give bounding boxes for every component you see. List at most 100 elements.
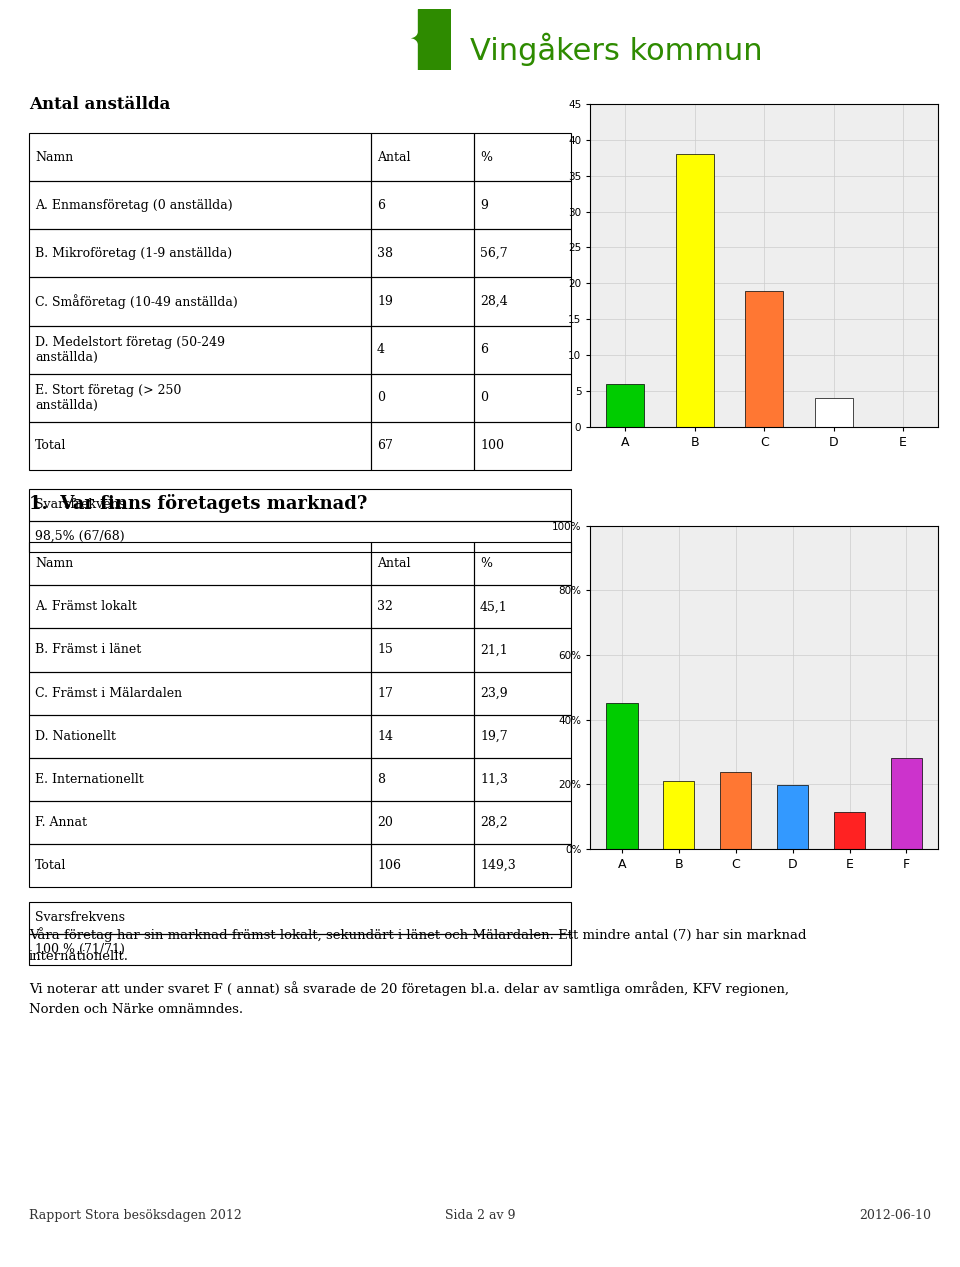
Bar: [606, 703, 637, 849]
Text: F. Annat: F. Annat: [36, 816, 87, 829]
Bar: [29, 181, 371, 229]
Bar: [371, 133, 473, 181]
Bar: [745, 290, 783, 427]
Bar: [29, 326, 371, 374]
Bar: [371, 229, 473, 277]
Bar: [29, 585, 371, 628]
Bar: [29, 715, 371, 758]
Text: Namn: Namn: [36, 557, 74, 570]
Bar: [473, 181, 571, 229]
Text: Vingåkers kommun: Vingåkers kommun: [470, 33, 763, 66]
Text: internationellt.: internationellt.: [29, 950, 129, 963]
Text: Rapport Stora besöksdagen 2012: Rapport Stora besöksdagen 2012: [29, 1209, 242, 1221]
Text: Våra företag har sin marknad främst lokalt, sekundärt i länet och Mälardalen. Et: Våra företag har sin marknad främst loka…: [29, 927, 806, 943]
Text: C. Främst i Mälardalen: C. Främst i Mälardalen: [36, 687, 182, 699]
Text: 38: 38: [377, 247, 393, 260]
Text: 20: 20: [377, 816, 393, 829]
Bar: [371, 542, 473, 585]
Text: 67: 67: [377, 440, 393, 452]
Text: D. Nationellt: D. Nationellt: [36, 730, 116, 742]
Bar: [371, 844, 473, 887]
Text: A. Enmansföretag (0 anställda): A. Enmansföretag (0 anställda): [36, 199, 233, 212]
Text: 56,7: 56,7: [480, 247, 508, 260]
Bar: [891, 758, 923, 849]
Bar: [606, 384, 644, 427]
Text: 100: 100: [480, 440, 504, 452]
Text: 21,1: 21,1: [480, 644, 508, 656]
Text: Svarsfrekvens: Svarsfrekvens: [36, 911, 126, 925]
Text: Vi noterar att under svaret F ( annat) så svarade de 20 företagen bl.a. delar av: Vi noterar att under svaret F ( annat) s…: [29, 981, 789, 996]
Bar: [29, 521, 571, 552]
Bar: [473, 672, 571, 715]
Text: 100 % (71/71): 100 % (71/71): [36, 943, 125, 957]
Text: 19,7: 19,7: [480, 730, 508, 742]
Text: 9: 9: [480, 199, 488, 212]
Bar: [814, 398, 852, 427]
Text: Antal anställda: Antal anställda: [29, 96, 170, 113]
Text: 28,4: 28,4: [480, 295, 508, 308]
Text: 4: 4: [377, 343, 385, 356]
Text: Total: Total: [36, 859, 66, 872]
Text: %: %: [480, 151, 492, 163]
Text: 11,3: 11,3: [480, 773, 508, 786]
Bar: [834, 812, 865, 849]
Bar: [473, 801, 571, 844]
Text: 98,5% (67/68): 98,5% (67/68): [36, 530, 125, 544]
Bar: [473, 277, 571, 326]
Bar: [676, 155, 714, 427]
Bar: [29, 422, 371, 470]
Text: B. Mikroföretag (1-9 anställda): B. Mikroföretag (1-9 anställda): [36, 247, 232, 260]
Text: 45,1: 45,1: [480, 601, 508, 613]
Bar: [663, 780, 694, 849]
Bar: [29, 801, 371, 844]
Bar: [371, 422, 473, 470]
Bar: [473, 585, 571, 628]
Text: D. Medelstort företag (50-249
anställda): D. Medelstort företag (50-249 anställda): [36, 336, 226, 364]
Bar: [371, 715, 473, 758]
Bar: [29, 374, 371, 422]
Bar: [29, 902, 571, 934]
Bar: [29, 758, 371, 801]
Text: Namn: Namn: [36, 151, 74, 163]
Text: Norden och Närke omnämndes.: Norden och Närke omnämndes.: [29, 1003, 243, 1016]
Text: 1.  Var finns företagets marknad?: 1. Var finns företagets marknad?: [29, 494, 367, 513]
Text: 106: 106: [377, 859, 401, 872]
Text: Svarsfrekvens: Svarsfrekvens: [36, 498, 126, 512]
Text: 0: 0: [377, 392, 385, 404]
Bar: [473, 542, 571, 585]
Bar: [371, 801, 473, 844]
Bar: [371, 181, 473, 229]
Bar: [29, 672, 371, 715]
Text: 2012-06-10: 2012-06-10: [859, 1209, 931, 1221]
Text: A. Främst lokalt: A. Främst lokalt: [36, 601, 137, 613]
Text: E. Stort företag (> 250
anställda): E. Stort företag (> 250 anställda): [36, 384, 181, 412]
Bar: [371, 374, 473, 422]
Text: %: %: [480, 557, 492, 570]
Bar: [29, 934, 571, 965]
Bar: [777, 786, 808, 849]
Bar: [720, 772, 752, 849]
Bar: [371, 758, 473, 801]
Bar: [29, 133, 371, 181]
Bar: [473, 628, 571, 672]
Text: Total: Total: [36, 440, 66, 452]
Bar: [473, 422, 571, 470]
Text: 6: 6: [480, 343, 488, 356]
Bar: [29, 628, 371, 672]
Bar: [473, 229, 571, 277]
Bar: [371, 628, 473, 672]
Text: 28,2: 28,2: [480, 816, 508, 829]
Text: 19: 19: [377, 295, 393, 308]
Text: Antal: Antal: [377, 151, 411, 163]
Text: 6: 6: [377, 199, 385, 212]
Bar: [371, 672, 473, 715]
Text: 14: 14: [377, 730, 393, 742]
Bar: [29, 277, 371, 326]
Text: 23,9: 23,9: [480, 687, 508, 699]
Text: B. Främst i länet: B. Främst i länet: [36, 644, 141, 656]
Bar: [29, 489, 571, 521]
Text: 17: 17: [377, 687, 393, 699]
Text: Antal: Antal: [377, 557, 411, 570]
Text: 32: 32: [377, 601, 393, 613]
Bar: [371, 326, 473, 374]
